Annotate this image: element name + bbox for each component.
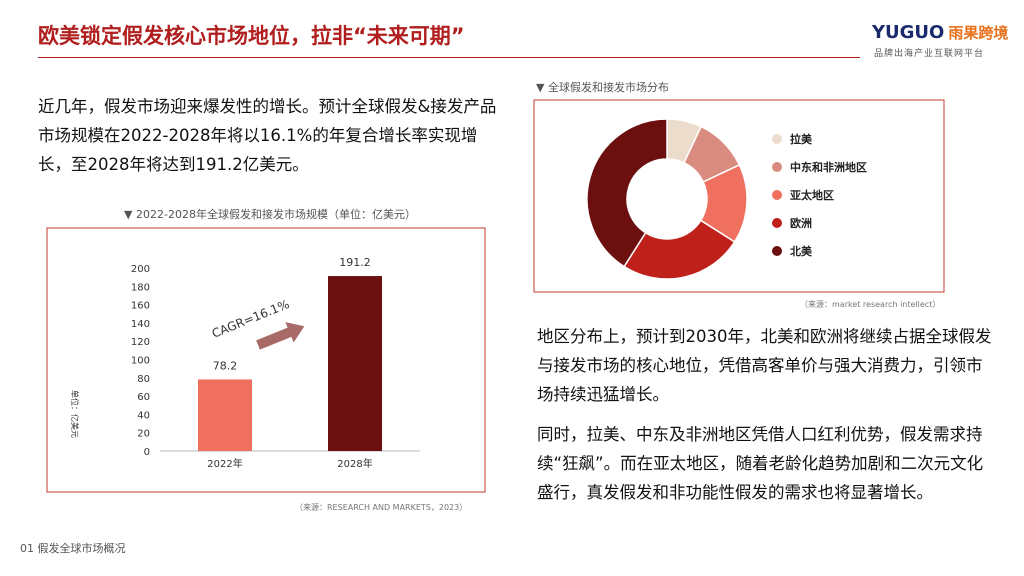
paragraph: 同时，拉美、中东及非洲地区凭借人口红利优势，假发需求持续“狂飙”。而在亚太地区，…: [537, 425, 984, 502]
tagline: 品牌出海产业互联网平台: [874, 49, 985, 59]
legend-swatch: [772, 218, 782, 228]
source: （来源：market research intellect）: [800, 300, 940, 309]
source: （来源：RESEARCH AND MARKETS，2023）: [295, 503, 467, 512]
bar: [328, 276, 382, 451]
y-tick-label: 0: [144, 447, 150, 458]
paragraph: 近几年，假发市场迎来爆发性的增长。预计全球假发&接发产品市场规模在2022-20…: [38, 97, 497, 174]
logo-text: YUGUO: [872, 22, 945, 43]
y-axis-label: 单位：亿美元: [70, 390, 80, 438]
legend-label: 亚太地区: [790, 188, 834, 202]
y-tick-label: 180: [131, 282, 150, 293]
y-tick-label: 60: [137, 392, 150, 403]
title-rule: [38, 57, 860, 58]
pie-chart-frame: [533, 99, 945, 293]
y-tick-label: 200: [131, 264, 150, 275]
legend-swatch: [772, 134, 782, 144]
legend-swatch: [772, 162, 782, 172]
logo: YUGUO 雨果跨境: [872, 22, 1008, 43]
donut-slice: [623, 219, 736, 280]
y-tick-label: 80: [137, 374, 150, 385]
x-tick-label: 2028年: [337, 457, 372, 470]
x-tick-label: 2022年: [207, 457, 242, 470]
footer: 01 假发全球市场概况: [20, 542, 126, 555]
y-tick-label: 120: [131, 337, 150, 348]
paragraph: 地区分布上，预计到2030年，北美和欧洲将继续占据全球假发与接发市场的核心地位，…: [537, 327, 992, 404]
legend-swatch: [772, 246, 782, 256]
legend-label: 北美: [790, 244, 813, 258]
legend-label: 中东和非洲地区: [790, 160, 867, 174]
value-label: 191.2: [339, 256, 371, 269]
y-tick-label: 20: [137, 429, 150, 440]
value-label: 78.2: [213, 359, 238, 372]
y-tick-label: 40: [137, 410, 150, 421]
logo-cn: 雨果跨境: [948, 24, 1009, 42]
slide-title: 欧美锁定假发核心市场地位，拉非“未来可期”: [38, 24, 465, 48]
legend-swatch: [772, 190, 782, 200]
bar: [198, 379, 252, 451]
donut-slice: [586, 118, 668, 268]
bar-chart-frame: [46, 227, 486, 493]
legend-label: 欧洲: [790, 216, 812, 230]
y-tick-label: 160: [131, 301, 150, 312]
cagr-arrow: [256, 322, 305, 350]
chart-title: ▼ 2022-2028年全球假发和接发市场规模（单位：亿美元）: [124, 207, 416, 221]
y-tick-label: 100: [131, 356, 150, 367]
arrow-shape: [256, 322, 305, 350]
legend-label: 拉美: [790, 132, 813, 146]
y-tick-label: 140: [131, 319, 150, 330]
chart-title: ▼ 全球假发和接发市场分布: [536, 80, 669, 94]
